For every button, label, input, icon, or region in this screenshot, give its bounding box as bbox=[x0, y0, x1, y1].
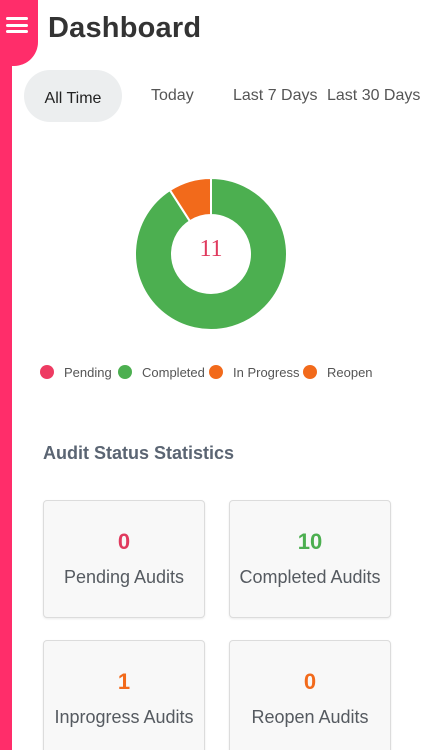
legend-dot bbox=[209, 365, 223, 379]
time-filter-tabs: All Time Today Last 7 Days Last 30 Days bbox=[24, 70, 422, 124]
stat-card-reopen[interactable]: 0 Reopen Audits bbox=[229, 640, 391, 750]
stat-card-completed[interactable]: 10 Completed Audits bbox=[229, 500, 391, 618]
sidebar-accent-strip bbox=[0, 0, 12, 750]
donut-svg bbox=[135, 176, 287, 331]
stat-label: Pending Audits bbox=[63, 567, 185, 587]
legend-label: Pending bbox=[64, 364, 112, 380]
legend-item-pending[interactable]: Pending bbox=[40, 362, 112, 382]
legend-dot bbox=[303, 365, 317, 379]
menu-tab bbox=[0, 0, 38, 66]
legend-dot bbox=[40, 365, 54, 379]
legend-label: Completed bbox=[142, 364, 205, 380]
tab-last-7-days[interactable]: Last 7 Days bbox=[233, 87, 318, 104]
stat-card-pending[interactable]: 0 Pending Audits bbox=[43, 500, 205, 618]
stat-label: Reopen Audits bbox=[251, 707, 369, 727]
hamburger-menu-icon[interactable] bbox=[4, 12, 30, 38]
stat-label: Completed Audits bbox=[239, 567, 381, 587]
legend-label: Reopen bbox=[327, 364, 373, 380]
legend-label: In Progress bbox=[233, 364, 300, 380]
tab-today[interactable]: Today bbox=[151, 87, 194, 104]
stat-value: 1 bbox=[117, 669, 131, 694]
legend-item-completed[interactable]: Completed bbox=[118, 362, 205, 382]
stat-card-inprogress[interactable]: 1 Inprogress Audits bbox=[43, 640, 205, 750]
donut-slice-completed[interactable] bbox=[135, 176, 287, 331]
tab-last-30-days[interactable]: Last 30 Days bbox=[327, 87, 421, 104]
page-title: Dashboard bbox=[48, 12, 202, 44]
stat-label: Inprogress Audits bbox=[54, 707, 194, 727]
legend-dot bbox=[118, 365, 132, 379]
legend-item-in-progress[interactable]: In Progress bbox=[209, 362, 299, 382]
section-title: Audit Status Statistics bbox=[43, 443, 235, 463]
stat-value: 0 bbox=[117, 529, 131, 554]
legend-item-reopen[interactable]: Reopen bbox=[303, 362, 373, 382]
tab-all-time[interactable]: All Time bbox=[24, 70, 122, 122]
stat-value: 10 bbox=[297, 529, 323, 554]
stat-value: 0 bbox=[303, 669, 317, 694]
donut-slice-in-progress[interactable] bbox=[168, 176, 212, 223]
donut-center-total: 11 bbox=[199, 236, 223, 262]
audit-donut-chart: 11 bbox=[135, 162, 287, 346]
